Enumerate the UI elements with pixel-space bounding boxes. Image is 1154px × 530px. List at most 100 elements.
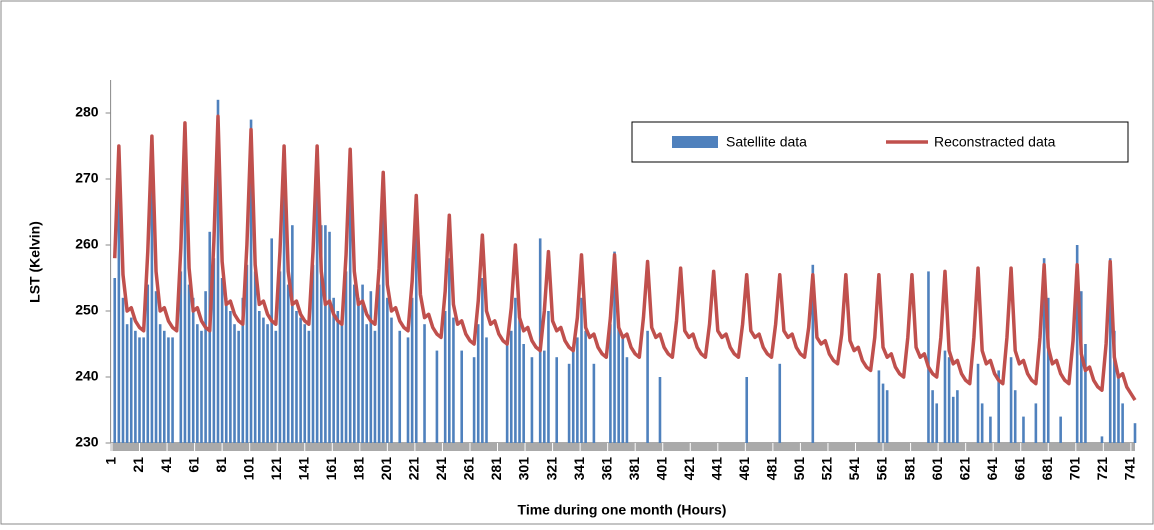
x-tick-label: 681 (1039, 457, 1055, 481)
bar (931, 390, 934, 443)
bar (204, 291, 207, 443)
bar (881, 383, 885, 443)
bar (212, 258, 216, 443)
x-tick-label: 601 (929, 457, 945, 481)
bar (224, 297, 228, 443)
bar (241, 297, 245, 443)
bar (1133, 423, 1137, 443)
bar (373, 330, 377, 443)
x-tick-label: 461 (736, 457, 752, 481)
y-axis-label: LST (Kelvin) (27, 221, 43, 303)
bar (1046, 297, 1050, 443)
bar (410, 297, 414, 443)
bar (1022, 416, 1025, 443)
x-tick-label: 701 (1066, 457, 1082, 481)
bar (514, 297, 517, 443)
x-tick-label: 421 (681, 457, 697, 481)
x-tick-label: 401 (653, 457, 669, 481)
bar (414, 231, 418, 443)
bar (278, 271, 282, 443)
bar (443, 311, 447, 443)
bar (476, 324, 480, 443)
bar (295, 311, 298, 443)
x-tick-label: 281 (488, 457, 504, 481)
bar (266, 324, 269, 443)
bar (1013, 390, 1017, 443)
bar (518, 311, 521, 443)
bar (369, 291, 373, 443)
bar (183, 165, 187, 444)
bar (258, 311, 261, 443)
bar (162, 330, 166, 443)
bar (555, 357, 559, 443)
bar (282, 165, 286, 444)
bar (134, 330, 137, 443)
legend-label: Reconstracted data (934, 134, 1056, 150)
bar (448, 258, 451, 443)
bar (481, 278, 484, 443)
bar (452, 317, 455, 443)
bar (286, 284, 290, 443)
bar (303, 324, 307, 443)
bar (658, 377, 662, 443)
bar (530, 357, 534, 443)
bar (274, 330, 278, 443)
bar (299, 317, 302, 443)
bar (547, 311, 550, 443)
bar (1117, 377, 1120, 443)
x-tick-label: 741 (1122, 457, 1138, 481)
bar (196, 324, 199, 443)
bar (580, 297, 583, 443)
bar (142, 337, 145, 443)
bar (567, 363, 571, 443)
bar (307, 330, 311, 443)
bar (460, 350, 464, 443)
y-tick-label: 230 (75, 434, 99, 450)
bar (229, 311, 232, 443)
legend-swatch (672, 136, 718, 148)
x-tick-label: 201 (378, 457, 394, 481)
bar (435, 350, 439, 443)
x-tick-label: 621 (956, 457, 972, 481)
bar (270, 238, 273, 443)
bar (947, 357, 951, 443)
bar (253, 271, 257, 443)
bar (423, 324, 426, 443)
bar (113, 278, 117, 443)
x-tick-label: 261 (461, 457, 477, 481)
bar (340, 317, 344, 443)
x-tick-label: 321 (543, 457, 559, 481)
bar (262, 317, 265, 443)
x-tick-label: 661 (1011, 457, 1027, 481)
legend-label: Satellite data (726, 134, 807, 150)
bar (1034, 403, 1038, 443)
x-tick-label: 441 (709, 457, 725, 481)
bar (377, 284, 381, 443)
x-tick-label: 161 (323, 457, 339, 481)
x-tick-label: 561 (874, 457, 890, 481)
bar (291, 225, 294, 443)
bar (245, 264, 249, 443)
y-tick-label: 250 (75, 302, 99, 318)
x-tick-label: 721 (1094, 457, 1110, 481)
bar (220, 278, 224, 443)
bar (332, 297, 335, 443)
bar (150, 179, 154, 443)
bar (571, 350, 575, 443)
y-tick-label: 260 (75, 236, 99, 252)
x-tick-label: 121 (268, 457, 284, 481)
x-tick-label: 61 (185, 457, 201, 473)
bar (989, 416, 992, 443)
x-tick-label: 21 (130, 457, 146, 473)
bar (576, 337, 579, 443)
bar (129, 317, 133, 443)
bar (543, 350, 546, 443)
bar (485, 337, 488, 443)
bar (646, 330, 649, 443)
bar (208, 231, 212, 443)
bar (158, 324, 162, 443)
bar (927, 271, 930, 443)
x-tick-label: 221 (406, 457, 422, 481)
bar (609, 324, 612, 443)
